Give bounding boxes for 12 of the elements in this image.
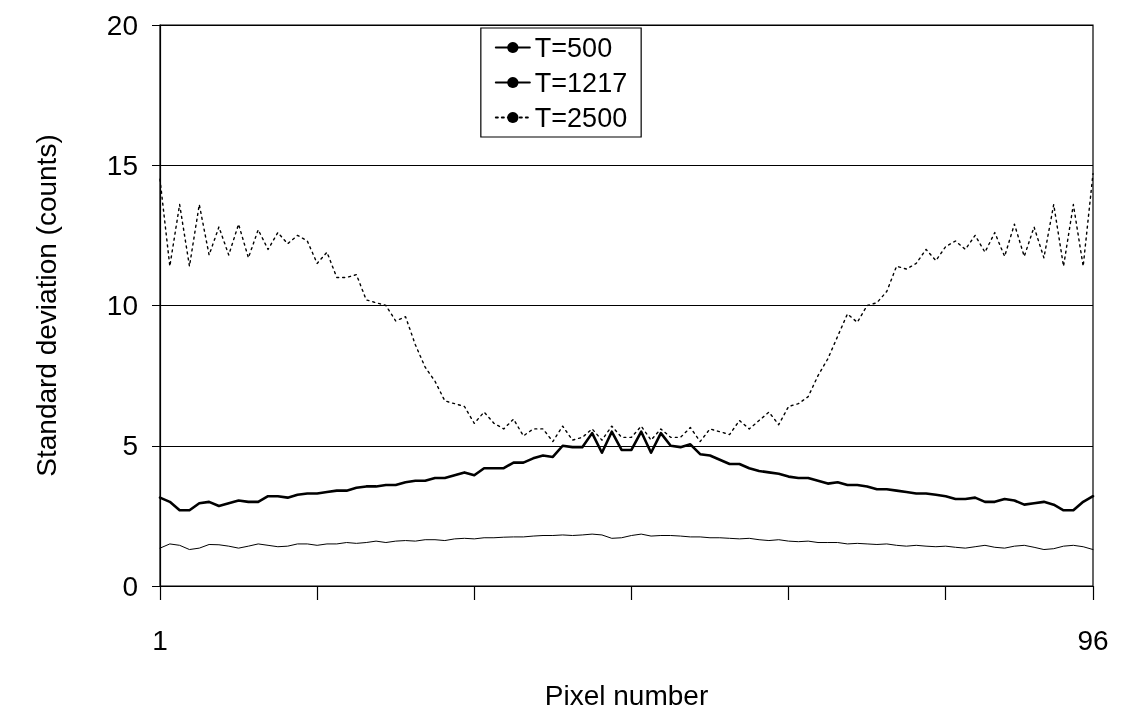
x-tick-label: 1 [152, 624, 168, 656]
y-tick-label: 20 [106, 9, 138, 41]
legend-label: T=1217 [534, 67, 628, 98]
y-tick-label: 15 [106, 149, 138, 181]
y-tick-label: 10 [106, 290, 138, 321]
y-tick-label: 0 [122, 570, 138, 602]
x-tick-label: 96 [1077, 624, 1109, 656]
y-tick-label: 5 [122, 430, 138, 462]
legend-label: T=500 [534, 32, 613, 63]
legend-label: T=2500 [534, 102, 628, 133]
x-axis-title: Pixel number [544, 679, 709, 711]
y-axis-title: Standard deviation (counts) [30, 134, 62, 477]
